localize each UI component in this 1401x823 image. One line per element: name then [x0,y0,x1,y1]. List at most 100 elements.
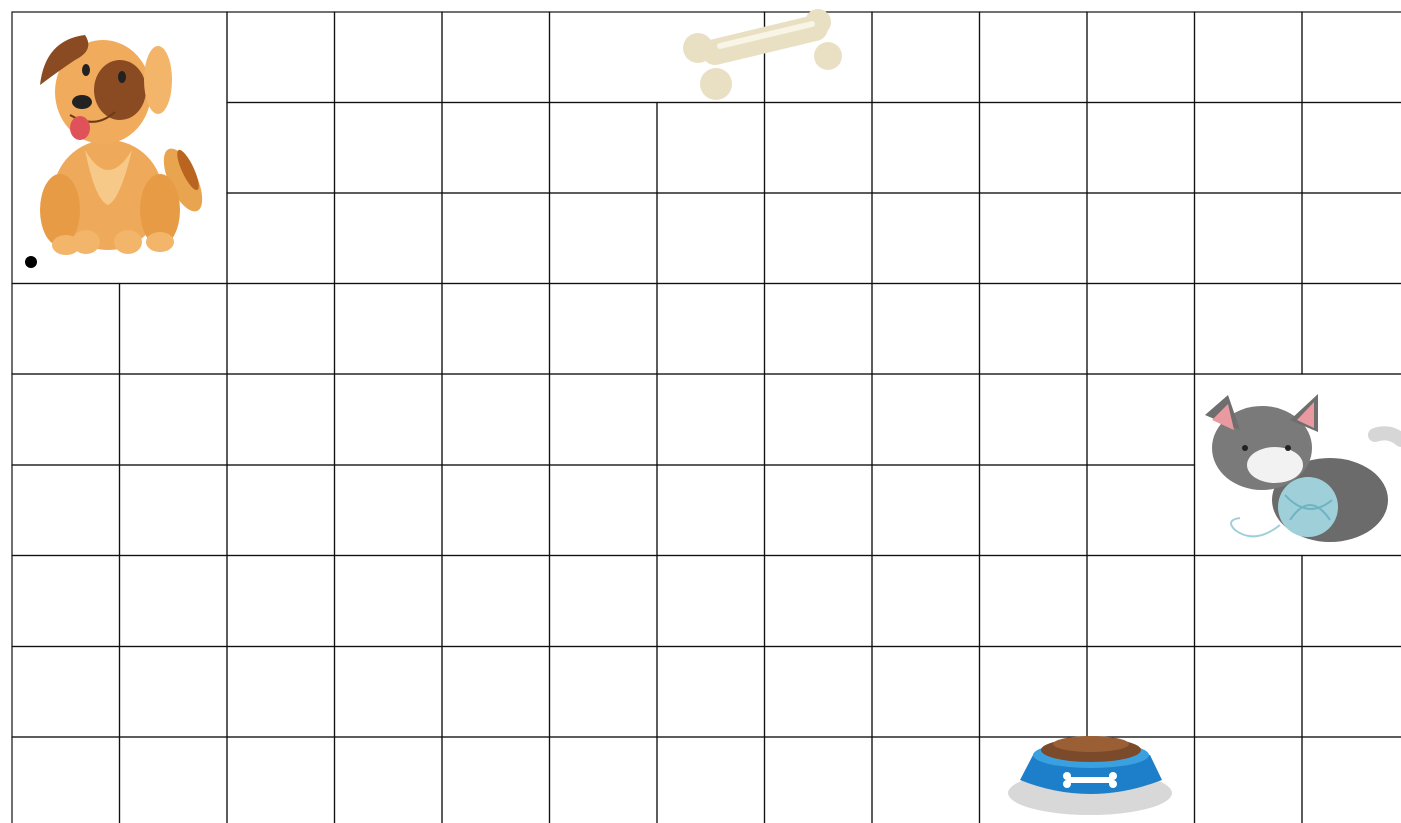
grid-cell[interactable] [120,465,228,556]
grid-cell[interactable] [1087,12,1195,103]
grid-cell[interactable] [442,103,550,194]
grid-cell[interactable] [872,556,980,647]
grid-cell[interactable] [442,193,550,284]
grid-cell[interactable] [335,374,443,465]
grid-cell[interactable] [442,737,550,823]
grid-cell[interactable] [1195,556,1303,647]
grid-cell[interactable] [980,465,1088,556]
grid-cell[interactable] [335,284,443,375]
grid-cell[interactable] [120,284,228,375]
grid-cell[interactable] [1087,103,1195,194]
grid-cell[interactable] [12,647,120,738]
grid-cell[interactable] [872,737,980,823]
grid-cell[interactable] [980,374,1088,465]
grid-cell[interactable] [442,284,550,375]
grid-cell[interactable] [442,465,550,556]
grid-cell[interactable] [765,647,873,738]
grid-cell[interactable] [227,284,335,375]
grid-cell[interactable] [765,556,873,647]
grid-cell[interactable] [227,12,335,103]
grid-cell[interactable] [550,193,658,284]
grid-cell[interactable] [1302,556,1401,647]
grid-cell[interactable] [657,284,765,375]
grid-cell[interactable] [872,284,980,375]
grid-cell[interactable] [550,103,658,194]
grid-cell[interactable] [227,737,335,823]
grid-cell[interactable] [550,374,658,465]
grid-cell[interactable] [335,12,443,103]
grid-cell[interactable] [872,647,980,738]
grid-cell[interactable] [1302,12,1401,103]
grid-cell[interactable] [657,465,765,556]
grid-cell[interactable] [550,465,658,556]
grid-cell[interactable] [872,374,980,465]
grid-cell[interactable] [872,103,980,194]
grid-cell[interactable] [1087,556,1195,647]
grid-cell[interactable] [1302,284,1401,375]
grid-cell[interactable] [120,737,228,823]
grid-cell[interactable] [335,647,443,738]
grid-cell[interactable] [227,103,335,194]
grid-cell[interactable] [765,737,873,823]
grid-cell[interactable] [227,556,335,647]
grid-cell[interactable] [1087,374,1195,465]
grid-cell[interactable] [1195,103,1303,194]
grid-cell[interactable] [872,193,980,284]
grid-cell[interactable] [872,465,980,556]
grid-cell[interactable] [335,465,443,556]
grid-cell[interactable] [765,193,873,284]
cat[interactable] [1205,394,1401,542]
grid-cell[interactable] [227,193,335,284]
grid-cell[interactable] [1195,737,1303,823]
grid-cell[interactable] [12,556,120,647]
grid-cell[interactable] [442,556,550,647]
grid-cell[interactable] [442,12,550,103]
grid-cell[interactable] [335,103,443,194]
grid-cell[interactable] [550,737,658,823]
grid-cell[interactable] [657,556,765,647]
grid-cell[interactable] [442,647,550,738]
grid-cell[interactable] [657,647,765,738]
grid-cell[interactable] [765,284,873,375]
grid-cell[interactable] [980,284,1088,375]
grid-cell[interactable] [657,103,765,194]
grid-cell[interactable] [550,284,658,375]
grid-cell[interactable] [335,193,443,284]
grid-cell[interactable] [12,284,120,375]
grid-cell[interactable] [657,737,765,823]
grid-cell[interactable] [657,193,765,284]
grid-cell[interactable] [1195,647,1303,738]
grid-cell[interactable] [1087,647,1195,738]
grid-cell[interactable] [12,465,120,556]
grid-cell[interactable] [12,737,120,823]
grid-cell[interactable] [442,374,550,465]
dog[interactable] [40,35,210,255]
grid-cell[interactable] [335,556,443,647]
grid-cell[interactable] [1195,193,1303,284]
grid-cell[interactable] [550,647,658,738]
grid-cell[interactable] [1087,465,1195,556]
grid-cell[interactable] [120,647,228,738]
grid-cell[interactable] [120,374,228,465]
grid-cell[interactable] [1195,284,1303,375]
grid-cell[interactable] [980,647,1088,738]
grid-cell[interactable] [765,465,873,556]
grid-cell[interactable] [550,556,658,647]
grid-cell[interactable] [12,374,120,465]
grid-cell[interactable] [227,374,335,465]
grid-cell[interactable] [1087,284,1195,375]
grid-cell[interactable] [1302,737,1401,823]
grid-cell[interactable] [1195,12,1303,103]
grid-cell[interactable] [335,737,443,823]
grid-cell[interactable] [1302,103,1401,194]
grid-cell[interactable] [120,556,228,647]
grid-cell[interactable] [980,556,1088,647]
grid-cell[interactable] [765,103,873,194]
grid-cell[interactable] [980,12,1088,103]
grid-cell[interactable] [227,647,335,738]
grid-cell[interactable] [1087,193,1195,284]
grid-cell[interactable] [657,374,765,465]
grid-cell[interactable] [980,193,1088,284]
grid-cell[interactable] [1302,193,1401,284]
grid-cell[interactable] [980,103,1088,194]
